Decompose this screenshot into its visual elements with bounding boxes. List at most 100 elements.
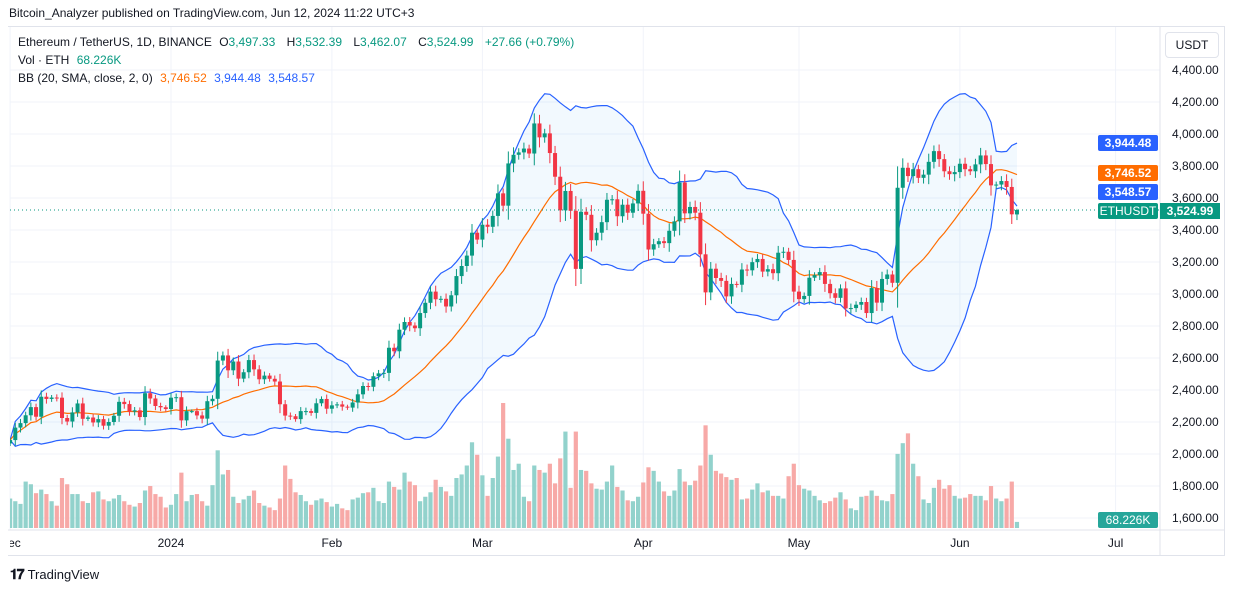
volume-bar xyxy=(563,431,568,528)
volume-bar xyxy=(578,469,584,528)
price-axis[interactable]: 4,400.00 4,200.00 4,000.00 3,800.00 3,600.00… xyxy=(1172,63,1219,525)
candle-body xyxy=(698,212,703,255)
volume-bar xyxy=(200,501,205,528)
candle-body xyxy=(85,417,90,419)
candle-body xyxy=(153,398,158,406)
bollinger-bands xyxy=(10,92,1018,447)
candle-body xyxy=(324,398,329,409)
volume-bar xyxy=(552,483,558,528)
volume-bar xyxy=(978,495,983,528)
candle-body xyxy=(968,169,973,172)
candle-body xyxy=(376,373,381,377)
bb-upper-value: 3,944.48 xyxy=(214,71,261,85)
volume-bar xyxy=(802,488,807,528)
volume-bar xyxy=(397,489,402,528)
volume-bars xyxy=(10,403,1020,528)
open-label: O xyxy=(219,35,229,49)
volume-bar xyxy=(537,469,542,528)
candle-body xyxy=(75,403,80,413)
volume-bar xyxy=(443,491,449,528)
candle-body xyxy=(23,415,28,424)
candle-body xyxy=(765,269,770,272)
candle-body xyxy=(54,397,59,399)
candle-body xyxy=(65,418,70,422)
candle-body xyxy=(594,232,599,241)
volume-bar xyxy=(168,504,174,528)
volume-bar xyxy=(23,481,28,528)
candle-body xyxy=(880,278,885,303)
candle-body xyxy=(231,361,236,371)
brand-name[interactable]: TradingView xyxy=(27,567,100,582)
candle-body xyxy=(568,190,573,211)
candle-body xyxy=(252,360,257,370)
bb-label[interactable]: BB (20, SMA, close, 2, 0) xyxy=(18,71,153,85)
candle-body xyxy=(174,397,179,399)
candle-body xyxy=(490,215,495,227)
candle-body xyxy=(651,244,656,250)
bb-fill xyxy=(10,93,1018,447)
candle-body xyxy=(200,415,205,419)
candle-body xyxy=(371,376,376,387)
volume-bar xyxy=(812,495,817,528)
currency-unit-button[interactable]: USDT xyxy=(1165,32,1219,58)
candle-body xyxy=(791,259,796,292)
candle-body xyxy=(475,232,480,240)
volume-bar xyxy=(677,469,682,528)
candle-body xyxy=(18,423,23,428)
time-tick-label: May xyxy=(788,536,811,550)
candle-body xyxy=(117,401,122,416)
candle-body xyxy=(220,355,225,361)
volume-bar xyxy=(568,487,573,528)
candle-body xyxy=(916,169,921,178)
volume-bar xyxy=(931,487,937,528)
volume-bar xyxy=(132,506,137,528)
volume-bar xyxy=(189,494,194,528)
candle-body xyxy=(236,361,241,379)
volume-bar xyxy=(916,476,921,528)
candle-body xyxy=(957,163,962,173)
candle-body xyxy=(641,190,646,214)
candle-body xyxy=(13,427,18,441)
volume-bar xyxy=(937,479,942,528)
volume-bar xyxy=(251,490,257,528)
candle-body xyxy=(335,404,340,406)
volume-bar xyxy=(770,495,776,528)
candle-body xyxy=(1009,186,1014,215)
volume-bar xyxy=(817,500,822,528)
candle-body xyxy=(277,381,282,405)
candle-body xyxy=(189,411,194,413)
candle-body xyxy=(1004,181,1009,187)
volume-bar xyxy=(739,499,744,528)
candle-body xyxy=(563,190,568,211)
candle-body xyxy=(687,206,692,214)
volume-bar xyxy=(122,501,127,528)
volume-bar xyxy=(521,496,527,528)
symbol-title[interactable]: Ethereum / TetherUS, 1D, BINANCE xyxy=(18,35,212,49)
candle-body xyxy=(796,291,801,300)
candle-body xyxy=(205,401,210,419)
price-tick-label: 4,000.00 xyxy=(1172,127,1219,141)
candle-body xyxy=(734,283,739,285)
candle-body xyxy=(262,375,267,380)
time-axis[interactable]: Dec 2024 Feb Mar Apr May Jun Jul xyxy=(0,536,1123,550)
volume-bar xyxy=(729,479,734,528)
volume-bar xyxy=(620,490,625,528)
volume-bar xyxy=(267,507,272,528)
candle-body xyxy=(854,304,859,309)
volume-bar xyxy=(158,496,163,528)
price-tick-label: 1,800.00 xyxy=(1172,479,1219,493)
volume-bar xyxy=(459,474,464,528)
volume-bar xyxy=(366,492,371,528)
candle-body xyxy=(361,386,366,395)
volume-bar xyxy=(532,465,537,528)
candle-body xyxy=(786,251,791,260)
candle-body xyxy=(91,417,96,423)
candle-body xyxy=(537,123,542,138)
tradingview-logo-icon[interactable]: 𝟏𝟕 xyxy=(10,566,25,582)
volume-bar xyxy=(225,469,231,528)
candle-body xyxy=(807,277,812,296)
volume-label[interactable]: Vol · ETH xyxy=(18,53,70,67)
volume-bar xyxy=(350,499,355,528)
volume-bar xyxy=(547,463,552,528)
